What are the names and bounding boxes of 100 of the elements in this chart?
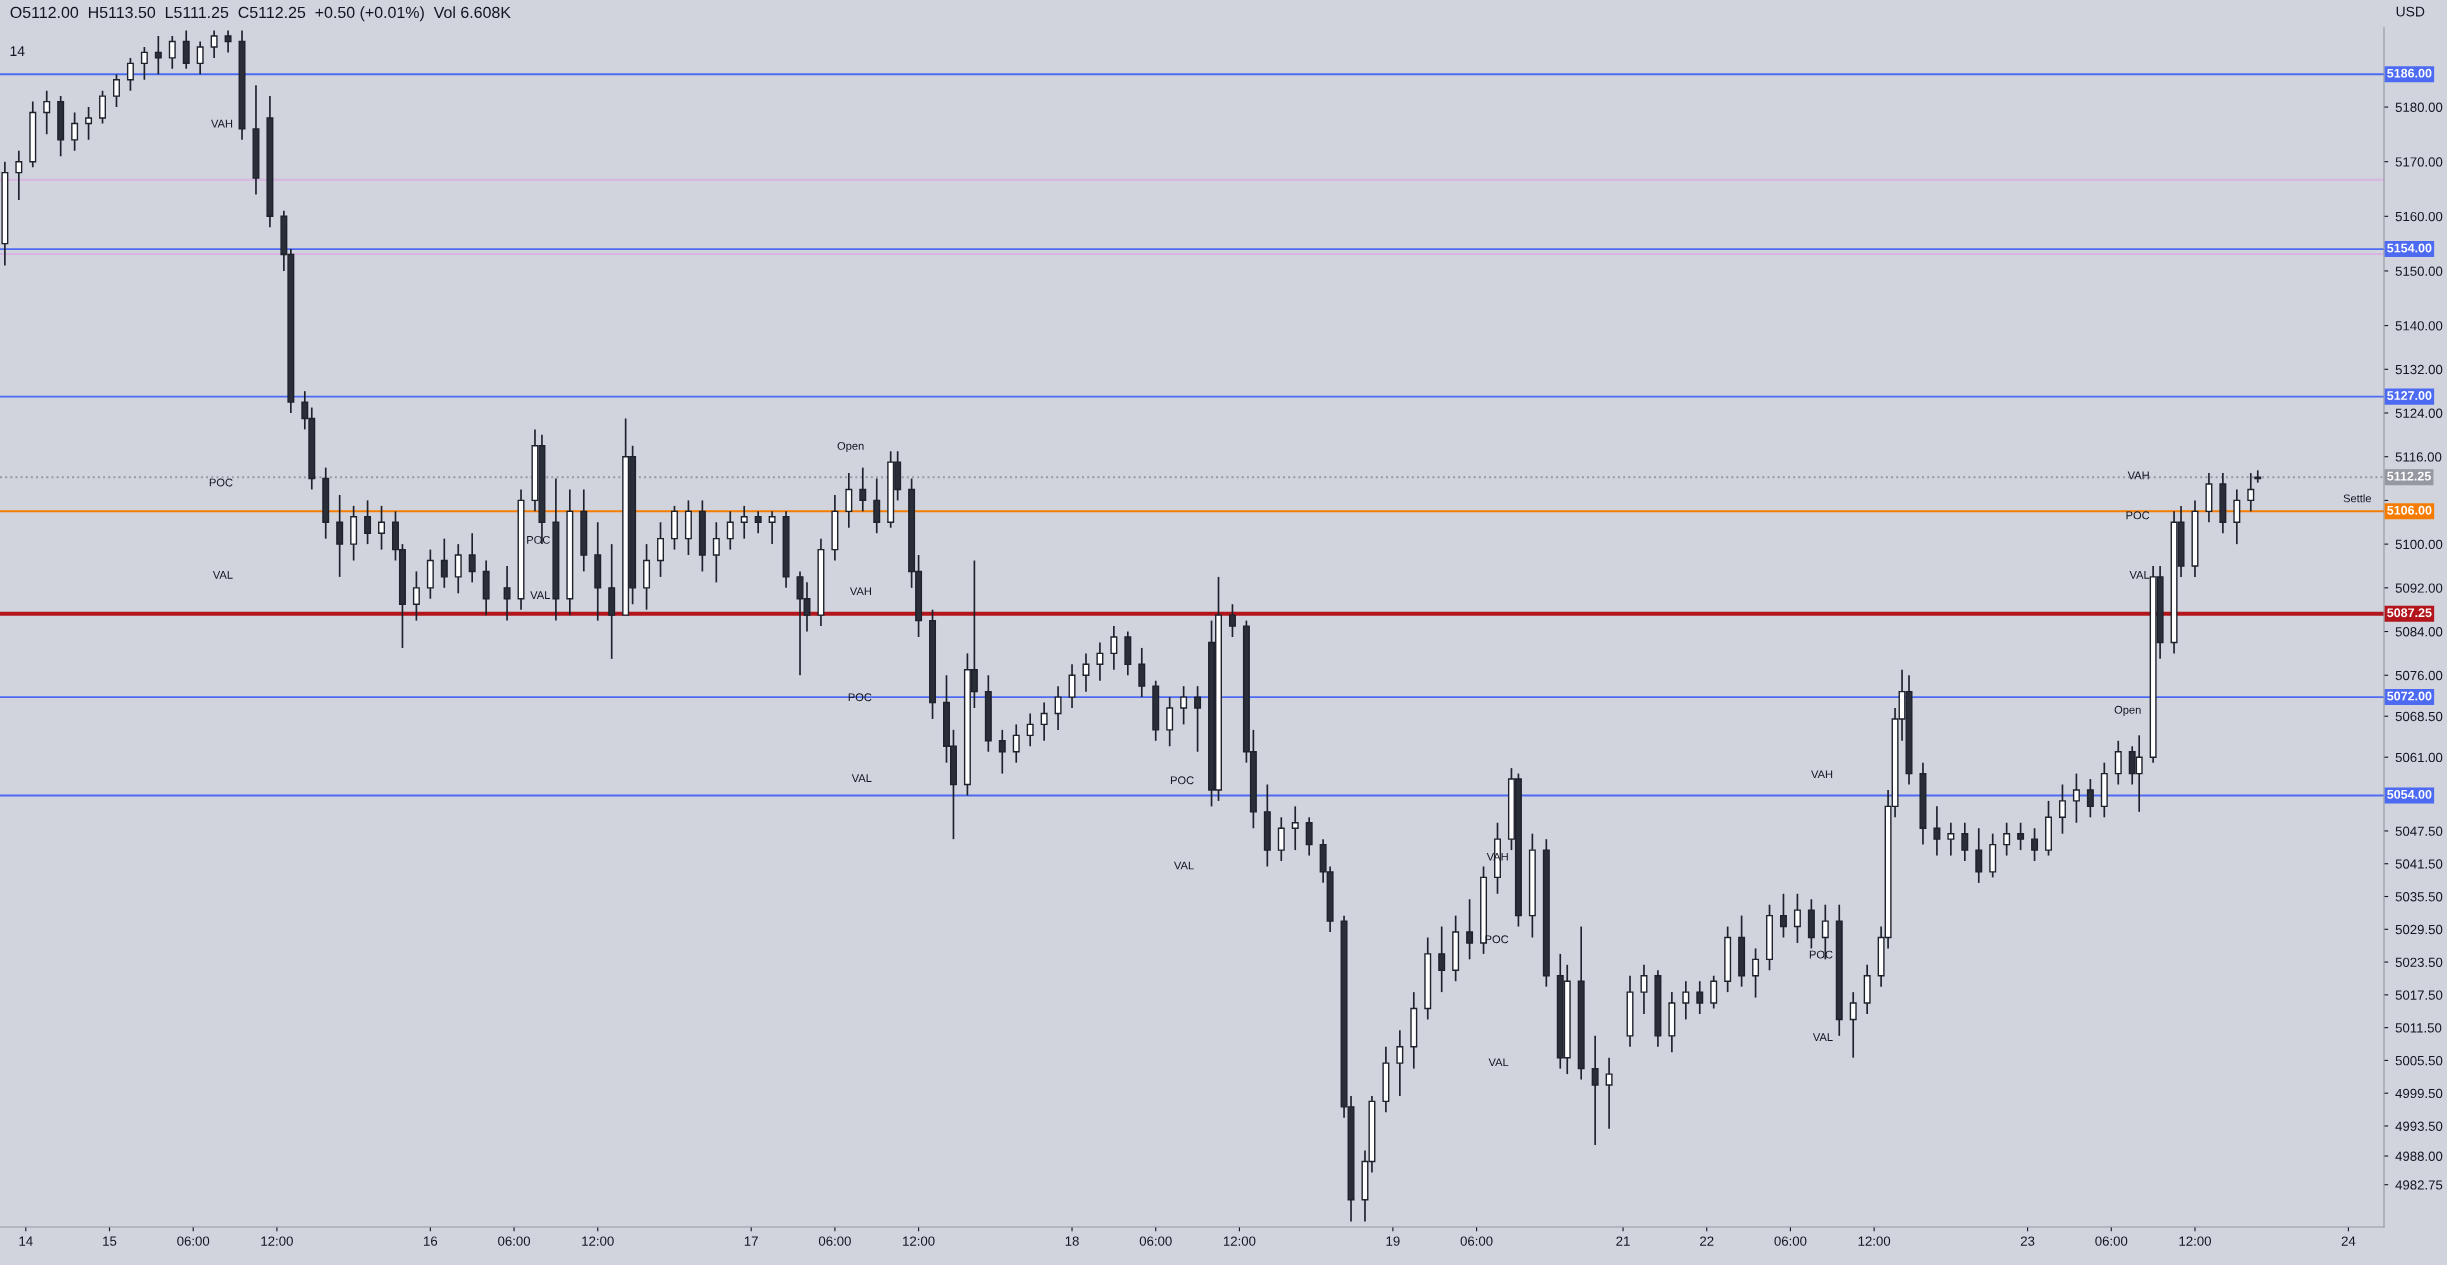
x-tick-label: 06:00 <box>177 1236 210 1246</box>
annotation: VAL <box>530 591 550 599</box>
candlestick <box>859 466 867 513</box>
candlestick <box>2058 783 2066 835</box>
candlestick <box>1682 980 1690 1021</box>
y-tick-label: 5017.50 <box>2395 990 2443 1000</box>
x-tick-label: 06:00 <box>818 1236 851 1246</box>
candlestick <box>873 477 881 535</box>
y-tick-label: 5092.00 <box>2395 583 2443 593</box>
ref-line-label: 5054.00 <box>2387 789 2432 799</box>
candlestick <box>1040 701 1048 742</box>
ref-line-label: 5112.25 <box>2387 471 2431 481</box>
candlestick <box>1291 805 1299 851</box>
candlestick <box>454 543 462 595</box>
ref-line-label: 5186.00 <box>2387 68 2432 78</box>
annotation: VAL <box>212 571 233 579</box>
candlestick <box>2031 827 2039 862</box>
x-tick-label: 21 <box>1616 1236 1630 1246</box>
candlestick <box>99 89 107 125</box>
y-tick-label: 5150.00 <box>2395 266 2443 276</box>
y-tick-label: 5140.00 <box>2395 321 2443 331</box>
x-tick-label: 12:00 <box>1858 1236 1891 1246</box>
candlestick <box>2233 488 2241 545</box>
annotation: Open <box>2114 705 2141 716</box>
y-tick-label: 5160.00 <box>2395 211 2443 222</box>
candlestick <box>1947 821 1955 857</box>
annotation: VAH <box>2127 471 2149 480</box>
candlestick <box>2114 739 2122 786</box>
candlestick <box>1591 1034 1599 1146</box>
candlestick <box>1933 805 1941 857</box>
y-tick-label: 5035.50 <box>2395 892 2443 902</box>
annotation: VAH <box>849 587 871 596</box>
candlestick <box>1012 723 1020 764</box>
y-tick-label: 5029.50 <box>2395 924 2443 935</box>
candlestick <box>154 35 162 76</box>
annotation: POC <box>2126 511 2150 520</box>
x-tick-label: 23 <box>2020 1236 2035 1246</box>
x-tick-label: 14 <box>19 1236 33 1246</box>
candlestick <box>998 729 1006 775</box>
y-tick-label: 5011.50 <box>2395 1023 2442 1033</box>
candlestick <box>1110 625 1118 671</box>
candlestick <box>43 89 51 136</box>
annotation: VAH <box>211 119 233 128</box>
candlestick <box>1466 898 1474 961</box>
y-tick-label: 4982.75 <box>2395 1180 2443 1190</box>
x-tick-label: 06:00 <box>1774 1236 1807 1246</box>
candlestick <box>1849 991 1857 1059</box>
x-tick-label: 12:00 <box>582 1236 614 1246</box>
x-tick-label: 12:00 <box>903 1236 935 1246</box>
candlestick <box>2003 821 2011 857</box>
candlestick <box>726 510 734 551</box>
y-tick-label: 5116.00 <box>2395 452 2442 462</box>
candlestick <box>15 149 23 201</box>
x-tick-label: 24 <box>2341 1236 2356 1246</box>
candlestick <box>2072 772 2080 824</box>
y-tick-label: 5047.50 <box>2395 826 2443 836</box>
candlestick <box>1438 925 1446 993</box>
annotation: Open <box>837 441 864 453</box>
candlestick <box>1138 647 1146 698</box>
candlestick <box>126 57 134 92</box>
annotation: 14 <box>10 46 25 56</box>
candlestick <box>1096 641 1104 682</box>
candlestick <box>412 570 420 622</box>
candlestick <box>1975 827 1983 884</box>
candlestick <box>1068 663 1076 709</box>
candlestick <box>1396 1029 1404 1097</box>
candlestick <box>2247 472 2255 513</box>
candlestick <box>1194 685 1202 753</box>
candlestick <box>1228 603 1236 638</box>
candlestick <box>1961 821 1969 862</box>
annotation: Settle <box>2343 494 2371 503</box>
x-tick-label: 15 <box>103 1236 117 1246</box>
candlestick <box>1082 652 1090 693</box>
candlestick <box>754 510 762 535</box>
y-tick-label: 5005.50 <box>2395 1055 2443 1066</box>
candlestick <box>1277 816 1285 862</box>
x-tick-label: 06:00 <box>498 1236 531 1246</box>
candlestick <box>440 537 448 589</box>
candlestick <box>657 521 665 578</box>
candlestick <box>1779 892 1787 939</box>
candlestick <box>378 505 386 551</box>
ref-line-label: 5072.00 <box>2387 691 2432 701</box>
candlestick <box>71 111 79 152</box>
x-tick-label: 06:00 <box>1460 1236 1493 1246</box>
candlestick <box>2017 821 2025 851</box>
candlestick <box>740 505 748 540</box>
candlestick <box>1605 1056 1613 1130</box>
candlestick <box>1180 685 1188 726</box>
ref-line-label: 5106.00 <box>2387 505 2432 515</box>
y-tick-label: 5124.00 <box>2395 408 2443 418</box>
x-tick-label: 16 <box>424 1236 438 1246</box>
annotation: VAH <box>1811 770 1833 779</box>
y-tick-label: 4999.50 <box>2395 1088 2443 1099</box>
y-tick-label: 5061.00 <box>2395 752 2443 763</box>
y-tick-label: 5084.00 <box>2395 627 2443 637</box>
candlestick <box>1166 696 1174 748</box>
text: USD <box>2396 6 2425 17</box>
candlestick <box>503 565 511 622</box>
candlestick <box>845 472 853 529</box>
x-tick-label: 22 <box>1700 1236 1714 1246</box>
